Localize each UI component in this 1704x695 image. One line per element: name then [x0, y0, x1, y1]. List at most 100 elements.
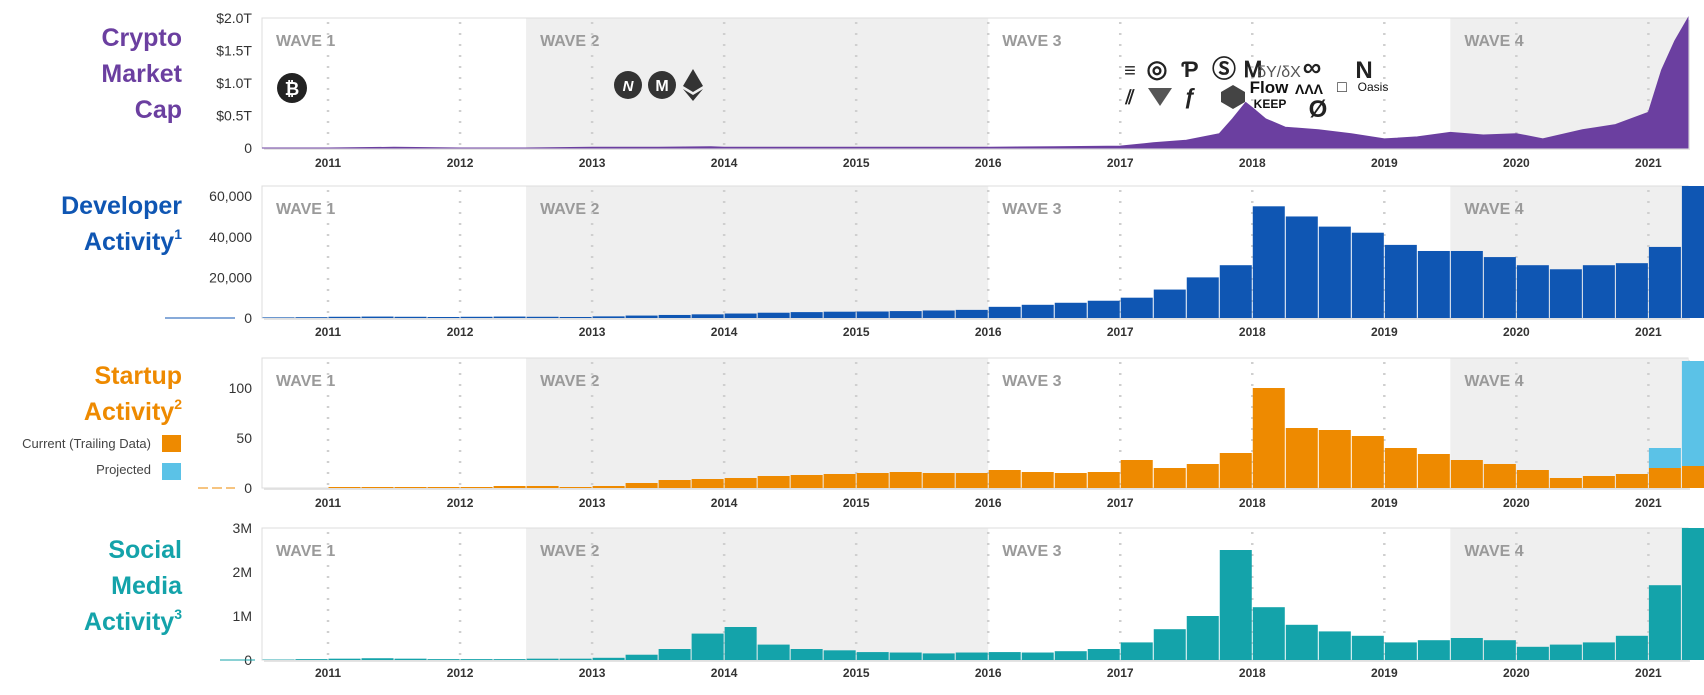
- bar: [263, 317, 295, 318]
- bar: [1121, 298, 1153, 318]
- wave-label: WAVE 4: [1464, 33, 1523, 50]
- bar: [1550, 645, 1582, 660]
- y-tick-label: $1.0T: [216, 75, 252, 91]
- x-tick-label: 2014: [711, 496, 738, 510]
- wave-label: WAVE 3: [1002, 33, 1061, 50]
- bar-current: [1616, 474, 1648, 488]
- bar-current: [1187, 464, 1219, 488]
- bar-current: [1451, 460, 1483, 488]
- bar: [1583, 642, 1615, 660]
- y-tick-label: 40,000: [209, 229, 252, 245]
- x-tick-label: 2020: [1503, 666, 1530, 680]
- bar: [1352, 233, 1384, 318]
- bar: [824, 650, 856, 660]
- bar: [791, 312, 823, 318]
- bar-current: [1121, 460, 1153, 488]
- panel-title-line: Cap: [135, 96, 182, 124]
- y-tick-label: 100: [229, 380, 253, 396]
- x-tick-label: 2015: [843, 496, 870, 510]
- panel-title-line: Activity: [84, 228, 174, 256]
- legend-current-label: Current (Trailing Data): [22, 436, 151, 451]
- bar-current: [1385, 448, 1417, 488]
- bar: [791, 649, 823, 660]
- bar: [461, 317, 493, 318]
- bar-projected: [1682, 361, 1704, 466]
- bar: [1022, 653, 1054, 660]
- x-tick-label: 2014: [711, 666, 738, 680]
- panel-title-line: Social: [108, 536, 182, 564]
- wave-label: WAVE 4: [1464, 201, 1523, 218]
- avalanche-logo-icon: ΛΛΛ: [1295, 81, 1324, 97]
- bar: [1319, 631, 1351, 660]
- bitcoin-symbol-icon: ₿: [285, 79, 300, 99]
- bar: [989, 307, 1021, 318]
- bar: [890, 653, 922, 660]
- bar: [1286, 216, 1318, 318]
- bar: [296, 317, 328, 318]
- bar: [923, 310, 955, 318]
- bar-current: [1352, 436, 1384, 488]
- panel-title-line: Crypto: [101, 24, 182, 52]
- x-tick-label: 2012: [447, 666, 474, 680]
- bar: [1220, 550, 1252, 660]
- ampleforth-logo-icon: ⫽: [1125, 87, 1136, 109]
- bar: [1187, 277, 1219, 318]
- bar: [1088, 649, 1120, 660]
- panel-title-line: Developer: [61, 192, 182, 220]
- x-tick-label: 2011: [315, 325, 341, 339]
- bar: [1220, 265, 1252, 318]
- monero-glyph-icon: M: [655, 78, 668, 95]
- x-tick-label: 2014: [711, 156, 738, 170]
- infinity-logo-icon: ∞: [1303, 52, 1322, 82]
- bar: [626, 655, 658, 660]
- y-tick-label: 0: [244, 480, 252, 496]
- bar-current: [1550, 478, 1582, 488]
- y-tick-label: $0.5T: [216, 108, 252, 124]
- bar: [659, 649, 691, 660]
- x-tick-label: 2019: [1371, 496, 1398, 510]
- bar: [1517, 265, 1549, 318]
- bar-current: [725, 478, 757, 488]
- bar: [527, 317, 559, 318]
- bar: [1550, 269, 1582, 318]
- bar-current: [824, 474, 856, 488]
- wave-label: WAVE 2: [540, 543, 599, 560]
- bar-current: [362, 487, 394, 488]
- monero-logo-icon: M: [648, 71, 676, 99]
- wave-label: WAVE 1: [276, 201, 335, 218]
- x-tick-label: 2020: [1503, 325, 1530, 339]
- x-tick-label: 2021: [1635, 666, 1662, 680]
- bar-current: [857, 473, 889, 488]
- oasis-logo-label: Oasis: [1358, 80, 1389, 94]
- bar: [1517, 647, 1549, 660]
- bar: [1022, 305, 1054, 318]
- x-tick-label: 2011: [315, 156, 341, 170]
- bar: [1451, 638, 1483, 660]
- bar-current: [1418, 454, 1450, 488]
- chainlink-logo-icon: ◎: [1147, 56, 1168, 83]
- bar-current: [1649, 468, 1681, 488]
- bar: [296, 659, 328, 660]
- x-tick-label: 2021: [1635, 156, 1662, 170]
- bar-current: [758, 476, 790, 488]
- bar-current: [1220, 453, 1252, 488]
- panel-title-superscript: 1: [174, 226, 182, 242]
- bar: [857, 652, 889, 660]
- bar: [890, 311, 922, 318]
- legend-projected-label: Projected: [96, 462, 151, 477]
- bar: [1088, 301, 1120, 318]
- nem-glyph-icon: N: [623, 78, 635, 95]
- panel-title-line: Activity: [84, 608, 174, 636]
- wave-label: WAVE 2: [540, 373, 599, 390]
- y-tick-label: 20,000: [209, 269, 252, 285]
- bar: [428, 317, 460, 318]
- bar-current: [1517, 470, 1549, 488]
- bar-current: [1253, 388, 1285, 488]
- bar-current: [428, 487, 460, 488]
- y-tick-label: $1.5T: [216, 43, 252, 59]
- bar: [527, 659, 559, 660]
